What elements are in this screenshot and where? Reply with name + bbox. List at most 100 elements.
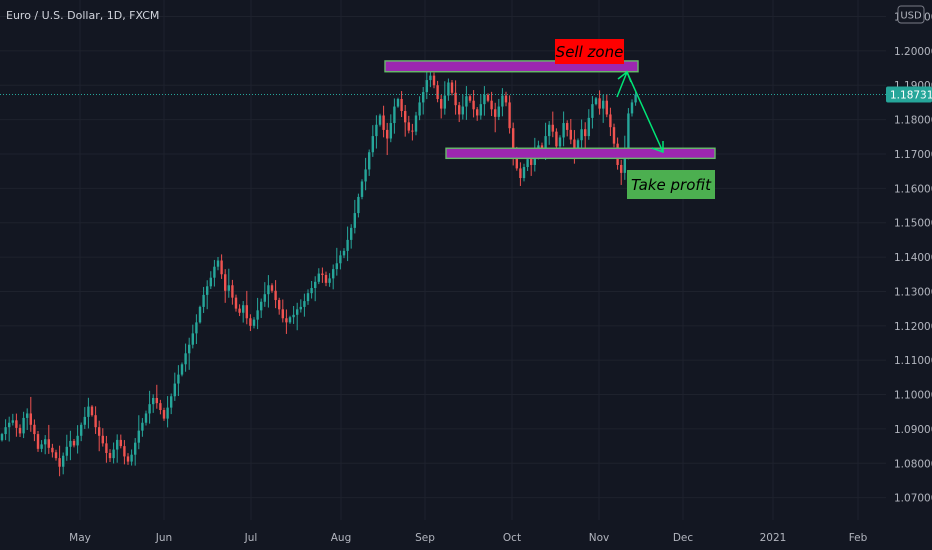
candle-body bbox=[443, 95, 446, 109]
candle-body bbox=[123, 446, 126, 457]
candle-body bbox=[422, 92, 425, 103]
take-profit-label[interactable]: Take profit bbox=[627, 170, 715, 199]
candle-body bbox=[281, 309, 284, 319]
candle-body bbox=[198, 306, 202, 323]
candle-body bbox=[152, 397, 155, 405]
candle-body bbox=[400, 98, 403, 112]
candle-body bbox=[112, 449, 115, 459]
time-axis[interactable]: May Jun Jul Aug Sep Oct Nov Dec 2021 Feb bbox=[69, 532, 867, 544]
candle-body bbox=[134, 442, 137, 455]
candle-body bbox=[11, 420, 14, 423]
candle-body bbox=[555, 131, 558, 147]
candle-body bbox=[335, 263, 338, 270]
candle-body bbox=[332, 269, 335, 279]
candle-body bbox=[368, 152, 371, 170]
candle-body bbox=[494, 109, 497, 117]
currency-badge[interactable]: USD bbox=[897, 5, 925, 24]
candle-body bbox=[620, 164, 623, 173]
candle-body bbox=[90, 406, 94, 416]
candle-body bbox=[404, 111, 407, 123]
candle-body bbox=[94, 415, 97, 428]
candle-body bbox=[468, 96, 472, 101]
price-tick-label: 1.18000 bbox=[894, 115, 932, 127]
candle-body bbox=[40, 444, 43, 449]
time-tick-label: Aug bbox=[331, 532, 352, 544]
time-tick-label: Jul bbox=[244, 532, 258, 544]
candle-body bbox=[497, 106, 500, 117]
candle-body bbox=[209, 277, 212, 287]
candle-body bbox=[213, 266, 216, 278]
candle-body bbox=[51, 447, 54, 453]
price-axis[interactable]: 1.07000 1.08000 1.09000 1.10000 1.11000 1.120… bbox=[894, 11, 932, 504]
time-tick-label: 2021 bbox=[760, 532, 787, 544]
candle-body bbox=[260, 301, 263, 311]
candle-body bbox=[224, 274, 227, 291]
candle-body bbox=[76, 435, 79, 446]
projection-arrows[interactable] bbox=[616, 70, 664, 154]
candle-body bbox=[479, 104, 482, 116]
candle-body bbox=[65, 446, 68, 456]
currency-badge-bg bbox=[897, 5, 925, 24]
candle-body bbox=[314, 281, 317, 289]
candle-body bbox=[119, 439, 122, 447]
time-tick-label: Jun bbox=[155, 532, 172, 544]
candle-body bbox=[15, 420, 18, 428]
candle-body bbox=[206, 286, 209, 295]
candle-body bbox=[630, 102, 634, 114]
candle-body bbox=[148, 404, 151, 414]
candle-body bbox=[353, 213, 356, 228]
candle-body bbox=[195, 322, 198, 334]
candle-body bbox=[436, 85, 439, 99]
sell-zone-label[interactable]: Sell zone bbox=[555, 39, 624, 64]
candle-body bbox=[108, 452, 112, 459]
candle-body bbox=[580, 129, 583, 141]
candle-body bbox=[522, 167, 526, 179]
take-profit-zone-rect[interactable] bbox=[445, 147, 716, 160]
candles bbox=[0, 63, 637, 477]
candle-body bbox=[378, 115, 382, 125]
candle-body bbox=[0, 434, 4, 441]
candle-body bbox=[191, 333, 194, 345]
candle-body bbox=[296, 309, 299, 315]
price-tick-label: 1.09000 bbox=[894, 424, 932, 436]
candle-body bbox=[558, 137, 562, 147]
candle-body bbox=[605, 100, 608, 115]
candle-body bbox=[548, 124, 551, 137]
chart-title: Euro / U.S. Dollar, 1D, FXCM bbox=[6, 9, 159, 22]
candle-body bbox=[130, 454, 133, 462]
sell-zone-label-bg bbox=[555, 39, 624, 64]
candle-body bbox=[80, 424, 83, 436]
candle-body bbox=[33, 424, 36, 435]
candle-body bbox=[216, 260, 220, 267]
candle-body bbox=[126, 456, 130, 462]
candle-body bbox=[594, 98, 598, 105]
candle-body bbox=[598, 98, 601, 109]
candle-body bbox=[357, 196, 360, 214]
candle-body bbox=[573, 139, 576, 152]
candle-body bbox=[472, 100, 475, 110]
candle-body bbox=[634, 94, 637, 103]
candle-body bbox=[418, 102, 421, 116]
candle-body bbox=[465, 96, 468, 107]
candle-body bbox=[450, 82, 454, 93]
candle-body bbox=[54, 452, 58, 459]
candle-body bbox=[245, 305, 248, 319]
sell-zone-rect[interactable] bbox=[384, 60, 639, 73]
candle-body bbox=[623, 152, 626, 173]
candle-body bbox=[490, 100, 493, 110]
last-price-tag: 1.18731 bbox=[886, 86, 932, 103]
candle-body bbox=[26, 413, 29, 418]
candle-body bbox=[519, 168, 522, 179]
currency-badge-text: USD bbox=[900, 11, 922, 22]
candle-body bbox=[166, 407, 169, 419]
candle-body bbox=[220, 260, 223, 275]
candle-body bbox=[382, 115, 385, 130]
candle-body bbox=[44, 439, 47, 445]
candle-body bbox=[612, 127, 616, 144]
time-tick-label: Dec bbox=[673, 532, 694, 544]
candle-body bbox=[98, 427, 101, 436]
price-tick-label: 1.14000 bbox=[894, 252, 932, 264]
candle-body bbox=[303, 301, 306, 307]
candle-body bbox=[22, 417, 25, 434]
